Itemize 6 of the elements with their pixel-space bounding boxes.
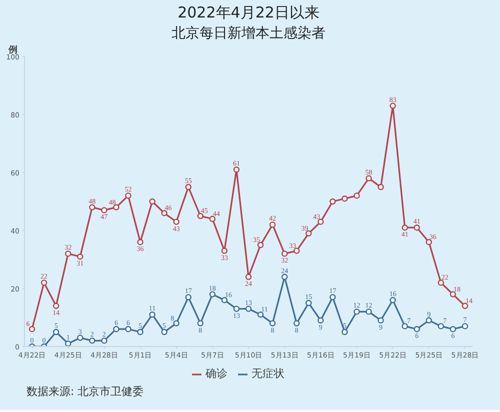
legend-label: 无症状 <box>251 366 284 381</box>
chart-subtitle: 北京每日新增本土感染者 <box>172 26 326 42</box>
legend-label: 确诊 <box>205 366 228 381</box>
y-axis-title: 例 <box>8 44 18 56</box>
source-note: 数据来源: 北京市卫健委 <box>26 385 144 398</box>
chart-title: 2022年4月22日以来 <box>178 4 320 22</box>
